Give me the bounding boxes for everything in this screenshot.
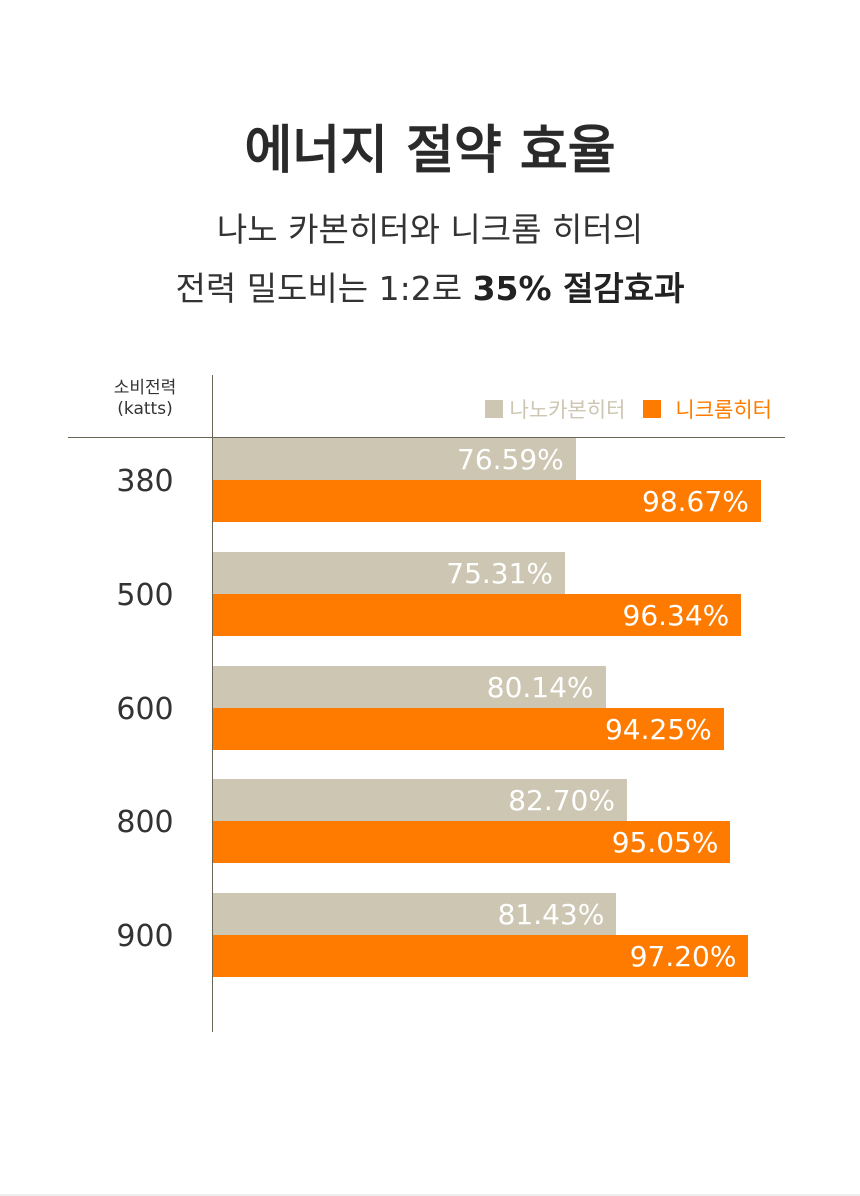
bar-nichrome-900: 97.20% (213, 935, 749, 978)
bar-nano-380: 76.59% (213, 438, 576, 480)
subtitle-line-2: 전력 밀도비는 1:2로 35% 절감효과 (0, 262, 860, 310)
y-axis-line (212, 375, 213, 1032)
subtitle-bold: 35% 절감효과 (472, 269, 685, 308)
category-label-600: 600 (116, 691, 174, 727)
y-axis-label-line1: 소비전력 (113, 378, 177, 398)
bar-nichrome-380: 98.67% (213, 480, 761, 522)
category-label-800: 800 (116, 805, 174, 841)
y-axis-label: 소비전력 (katts) (90, 378, 200, 420)
chart-title: 에너지 절약 효율 (244, 121, 616, 181)
category-label-900: 900 (116, 919, 174, 955)
legend-label-nichrome: 니크롬히터 (675, 398, 772, 422)
footer-line (0, 1194, 860, 1196)
category-label-380: 380 (116, 464, 174, 499)
bar-nano-500: 75.31% (213, 551, 566, 594)
bar-nano-600: 80.14% (213, 665, 606, 708)
header-divider (68, 437, 785, 438)
category-label-500: 500 (116, 577, 174, 613)
bar-nichrome-500: 96.34% (213, 593, 742, 636)
legend: 나노카본히터 니크롬히터 (485, 394, 772, 424)
bar-nano-800: 82.70% (213, 779, 627, 822)
legend-label-nano: 나노카본히터 (509, 398, 626, 422)
subtitle-normal: 전력 밀도비는 1:2로 (175, 269, 473, 308)
legend-swatch-nano (485, 400, 504, 418)
y-axis-label-line2: (katts) (117, 399, 173, 419)
legend-swatch-nichrome (643, 400, 662, 418)
bar-nichrome-600: 94.25% (213, 707, 724, 750)
bar-nichrome-800: 95.05% (213, 821, 731, 864)
subtitle-line-1: 나노 카본히터와 니크롬 히터의 (216, 210, 644, 249)
bar-nano-900: 81.43% (213, 893, 617, 936)
